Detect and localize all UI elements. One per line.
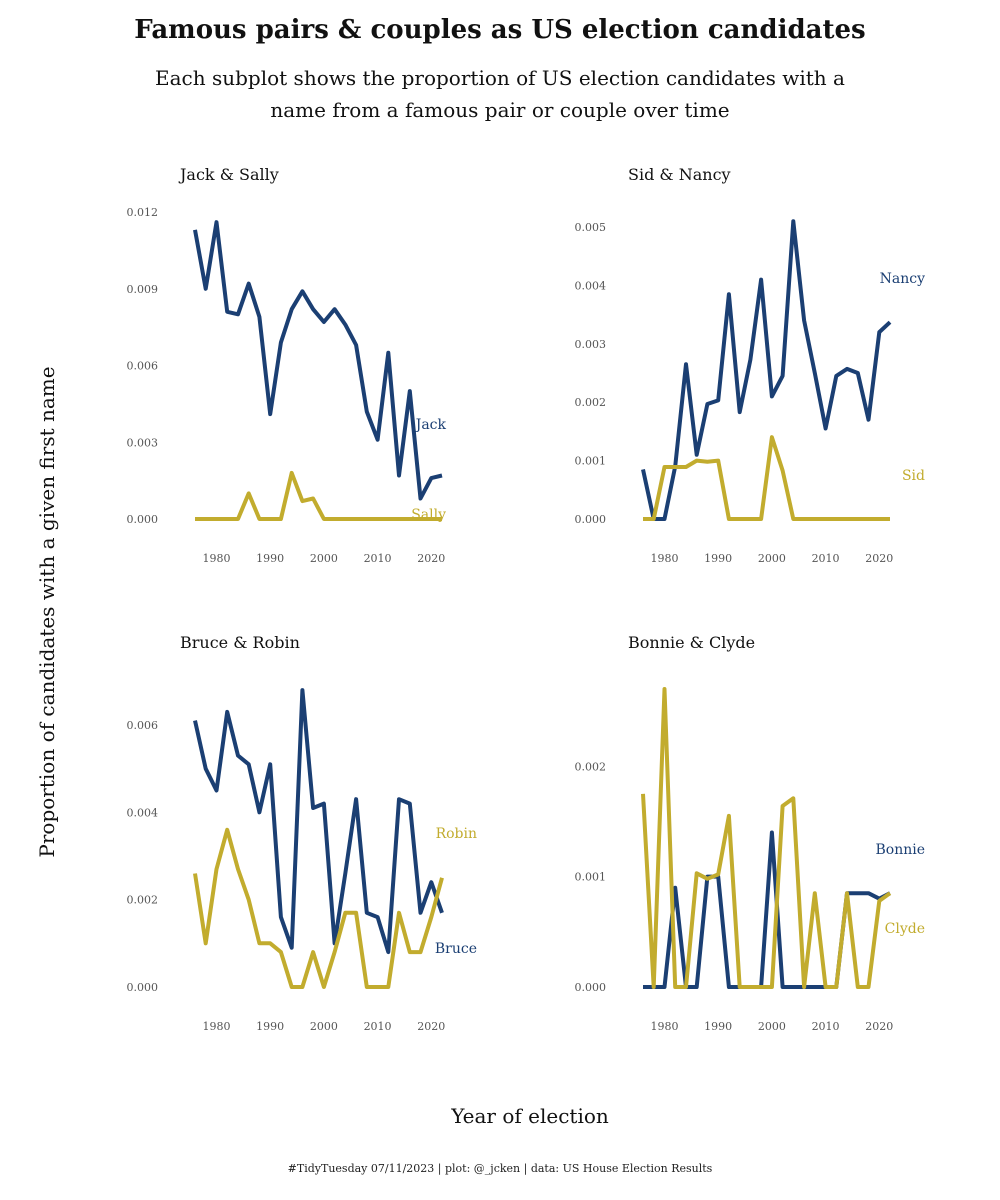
y-tick-label: 0.006 [127, 719, 159, 732]
x-tick-label: 1990 [256, 552, 284, 565]
x-tick-label: 2020 [865, 1020, 893, 1033]
y-tick-label: 0.000 [575, 981, 607, 994]
x-tick-label: 2000 [310, 552, 338, 565]
y-tick-label: 0.004 [127, 806, 159, 819]
x-tick-label: 2020 [865, 552, 893, 565]
series-line-bonnie [643, 830, 891, 989]
x-tick-label: 2020 [417, 1020, 445, 1033]
plot-area: 0.000 0.001 0.002 1980 1990 2000 2010 2020 Bonni… [575, 687, 925, 1033]
series-label-sally: Sally [411, 507, 446, 523]
chart-subtitle: Each subplot shows the proportion of US … [155, 66, 845, 122]
y-tick-label: 0.003 [127, 436, 159, 449]
y-axis-label: Proportion of candidates with a given fi… [35, 366, 59, 858]
panel-jack-sally: Jack & Sally 0.000 0.003 0.006 0.009 0.012 19… [127, 165, 550, 605]
y-tick-label: 0.004 [575, 279, 607, 292]
plot-area: 0.000 0.003 0.006 0.009 0.012 1980 1990 2000 201… [127, 206, 447, 565]
x-tick-label: 1990 [704, 552, 732, 565]
y-tick-label: 0.003 [575, 338, 607, 351]
x-tick-label: 1990 [704, 1020, 732, 1033]
panel-title: Bonnie & Clyde [628, 633, 756, 652]
y-tick-label: 0.000 [127, 513, 159, 526]
x-tick-label: 1980 [650, 1020, 678, 1033]
x-tick-label: 1980 [202, 1020, 230, 1033]
panel-bonnie-clyde: Bonnie & Clyde 0.000 0.001 0.002 1980 1990 20… [575, 633, 998, 1073]
y-tick-label: 0.009 [127, 283, 159, 296]
plot-area: 0.000 0.002 0.004 0.006 1980 1990 2000 2010 2020… [127, 688, 477, 1033]
series-label-nancy: Nancy [880, 271, 925, 287]
plot-area: 0.000 0.001 0.002 0.003 0.004 0.005 1980 1990 20… [575, 219, 925, 565]
panel-sid-nancy: Sid & Nancy 0.000 0.001 0.002 0.003 0.004 0.0… [575, 165, 998, 605]
x-tick-label: 2010 [812, 552, 840, 565]
series-line-nancy [641, 219, 892, 521]
x-tick-label: 2000 [758, 552, 786, 565]
series-line-sid [643, 435, 890, 521]
series-line-bruce [193, 688, 444, 955]
y-tick-label: 0.000 [127, 981, 159, 994]
y-tick-label: 0.000 [575, 513, 607, 526]
y-tick-label: 0.006 [127, 360, 159, 373]
y-tick-label: 0.001 [575, 871, 607, 884]
y-tick-label: 0.005 [575, 221, 607, 234]
x-tick-label: 2010 [812, 1020, 840, 1033]
panel-bruce-robin: Bruce & Robin 0.000 0.002 0.004 0.006 1980 19… [127, 633, 550, 1073]
series-label-sid: Sid [902, 468, 925, 484]
y-tick-label: 0.002 [575, 760, 607, 773]
series-line-jack [193, 220, 443, 501]
x-tick-label: 2000 [758, 1020, 786, 1033]
x-tick-label: 1980 [202, 552, 230, 565]
x-tick-label: 2010 [364, 1020, 392, 1033]
series-line-sally [195, 470, 442, 521]
caption: #TidyTuesday 07/11/2023 | plot: @_jcken … [287, 1162, 713, 1175]
x-axis-label: Year of election [451, 1104, 609, 1128]
chart-title: Famous pairs & couples as US election ca… [134, 15, 866, 45]
panel-title: Jack & Sally [180, 165, 279, 184]
panel-title: Sid & Nancy [628, 165, 731, 184]
series-label-bonnie: Bonnie [875, 842, 925, 858]
series-label-bruce: Bruce [435, 941, 477, 957]
panel-title: Bruce & Robin [180, 633, 300, 652]
series-label-jack: Jack [414, 417, 447, 433]
x-tick-label: 1980 [650, 552, 678, 565]
y-tick-label: 0.001 [575, 455, 607, 468]
series-line-clyde [641, 687, 892, 989]
x-tick-label: 2020 [417, 552, 445, 565]
y-tick-label: 0.002 [127, 894, 159, 907]
series-line-robin [193, 827, 444, 989]
x-tick-label: 1990 [256, 1020, 284, 1033]
x-tick-label: 2000 [310, 1020, 338, 1033]
series-label-clyde: Clyde [885, 921, 925, 937]
series-label-robin: Robin [436, 826, 477, 842]
y-tick-label: 0.012 [127, 206, 159, 219]
y-tick-label: 0.002 [575, 396, 607, 409]
x-tick-label: 2010 [364, 552, 392, 565]
